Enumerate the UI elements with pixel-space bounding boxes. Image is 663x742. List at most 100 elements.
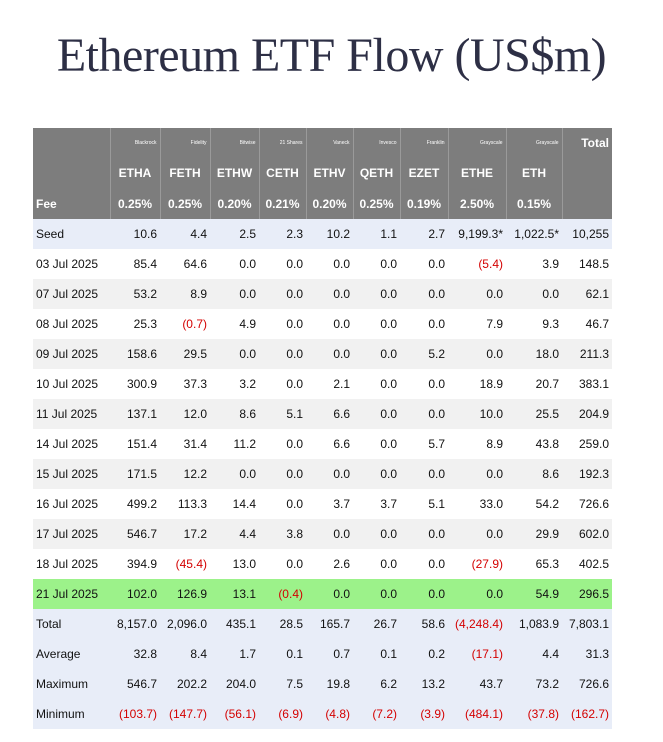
row-label: 15 Jul 2025	[33, 459, 110, 489]
fee-header-row: Fee 0.25% 0.25% 0.20% 0.21% 0.20% 0.25% …	[33, 189, 612, 219]
flow-value-cell: 0.2	[400, 639, 448, 669]
flow-value-cell: 0.0	[259, 459, 306, 489]
flow-value-cell: 0.0	[400, 249, 448, 279]
flow-value-cell: 126.9	[160, 579, 210, 609]
issuer-cell: Franklin	[399, 128, 448, 157]
flow-value-cell: 53.2	[110, 279, 160, 309]
table-row: 21 Jul 2025 102.0 126.9 13.1 (0.4) 0.0 0.0 0.0 0…	[33, 579, 612, 609]
table-row: 18 Jul 2025 394.9 (45.4) 13.0 0.0 2.6 0.0 0.0 (2…	[33, 549, 612, 579]
flow-value-cell: (0.7)	[160, 309, 210, 339]
flow-value-cell: 102.0	[110, 579, 160, 609]
flow-value-cell: 158.6	[110, 339, 160, 369]
flow-value-cell: 0.0	[306, 279, 353, 309]
table-row: Seed 10.6 4.4 2.5 2.3 10.2 1.1 2.7 9,199.3* 1,022…	[33, 219, 612, 249]
flow-value-cell: 26.7	[353, 609, 400, 639]
flow-value-cell: 65.3	[506, 549, 562, 579]
issuer-cell: Bitwise	[209, 128, 259, 157]
fee-cell: 0.19%	[399, 189, 448, 219]
flow-value-cell: 0.0	[210, 249, 259, 279]
fee-cell: 2.50%	[447, 189, 506, 219]
flow-value-cell: (103.7)	[110, 699, 160, 729]
flow-value-cell: 0.0	[353, 459, 400, 489]
flow-value-cell: 18.9	[448, 369, 506, 399]
row-total-cell: 602.0	[562, 519, 612, 549]
flow-value-cell: 17.2	[160, 519, 210, 549]
row-total-cell: 192.3	[562, 459, 612, 489]
flow-value-cell: 0.0	[259, 309, 306, 339]
flow-value-cell: 2.6	[306, 549, 353, 579]
issuer-cell: Invesco	[352, 128, 400, 157]
flow-value-cell: 13.2	[400, 669, 448, 699]
flow-value-cell: 0.0	[400, 459, 448, 489]
flow-value-cell: 6.6	[306, 399, 353, 429]
flow-value-cell: (6.9)	[259, 699, 306, 729]
row-label: 10 Jul 2025	[33, 369, 110, 399]
flow-value-cell: 8.6	[210, 399, 259, 429]
flow-value-cell: 0.0	[306, 309, 353, 339]
flow-value-cell: 0.0	[306, 579, 353, 609]
row-total-cell: 211.3	[562, 339, 612, 369]
flow-value-cell: (27.9)	[448, 549, 506, 579]
table-row: Total 8,157.0 2,096.0 435.1 28.5 165.7 26.7 58.…	[33, 609, 612, 639]
fee-cell: 0.25%	[109, 189, 160, 219]
table-row: Maximum 546.7 202.2 204.0 7.5 19.8 6.2 13.2 43.7…	[33, 669, 612, 699]
flow-value-cell: 0.0	[210, 339, 259, 369]
flow-value-cell: 202.2	[160, 669, 210, 699]
ticker-cell: FETH	[159, 157, 210, 189]
flow-value-cell: 0.0	[306, 339, 353, 369]
flow-value-cell: 2.1	[306, 369, 353, 399]
flow-value-cell: 54.2	[506, 489, 562, 519]
flow-value-cell: 0.0	[448, 519, 506, 549]
page-title: Ethereum ETF Flow (US$m)	[56, 29, 607, 82]
flow-value-cell: 300.9	[110, 369, 160, 399]
ticker-header-row: ETHA FETH ETHW CETH ETHV QETH EZET ETHE …	[33, 157, 612, 189]
flow-value-cell: 4.4	[506, 639, 562, 669]
flow-value-cell: 10.6	[110, 219, 160, 249]
flow-value-cell: 0.0	[353, 429, 400, 459]
flow-value-cell: 13.0	[210, 549, 259, 579]
flow-value-cell: 20.7	[506, 369, 562, 399]
row-label: 07 Jul 2025	[33, 279, 110, 309]
flow-value-cell: 0.0	[259, 249, 306, 279]
flow-value-cell: 18.0	[506, 339, 562, 369]
flow-value-cell: 0.0	[353, 309, 400, 339]
flow-value-cell: 1,022.5*	[506, 219, 562, 249]
row-label: 08 Jul 2025	[33, 309, 110, 339]
flow-value-cell: 10.2	[306, 219, 353, 249]
flow-value-cell: 165.7	[306, 609, 353, 639]
flow-value-cell: 37.3	[160, 369, 210, 399]
flow-value-cell: 5.1	[259, 399, 306, 429]
fee-label: Fee	[33, 189, 110, 219]
flow-value-cell: 0.0	[448, 339, 506, 369]
row-total-cell: 204.9	[562, 399, 612, 429]
flow-value-cell: 0.0	[353, 369, 400, 399]
flow-value-cell: 0.0	[259, 429, 306, 459]
ticker-cell: ETHW	[209, 157, 259, 189]
flow-value-cell: 0.0	[210, 279, 259, 309]
issuer-cell: Blackrock	[109, 128, 160, 157]
row-total-cell: 383.1	[562, 369, 612, 399]
row-label: 11 Jul 2025	[33, 399, 110, 429]
flow-value-cell: 3.9	[506, 249, 562, 279]
flow-value-cell: 3.7	[306, 489, 353, 519]
fee-cell: 0.20%	[209, 189, 259, 219]
table-row: Average 32.8 8.4 1.7 0.1 0.7 0.1 0.2 (17.1) 4.4 31…	[33, 639, 612, 669]
total-header: Total	[561, 128, 612, 157]
flow-value-cell: 3.2	[210, 369, 259, 399]
flow-value-cell: 5.1	[400, 489, 448, 519]
empty-cell	[561, 157, 612, 189]
flow-value-cell: 435.1	[210, 609, 259, 639]
row-total-cell: 402.5	[562, 549, 612, 579]
flow-value-cell: 4.4	[210, 519, 259, 549]
fee-cell: 0.25%	[352, 189, 400, 219]
table-row: 11 Jul 2025 137.1 12.0 8.6 5.1 6.6 0.0 0.0 10.0 2…	[33, 399, 612, 429]
flow-value-cell: 9.3	[506, 309, 562, 339]
flow-value-cell: 29.9	[506, 519, 562, 549]
table-row: 10 Jul 2025 300.9 37.3 3.2 0.0 2.1 0.0 0.0 18.9 2…	[33, 369, 612, 399]
fee-cell: 0.20%	[305, 189, 353, 219]
row-total-cell: 726.6	[562, 489, 612, 519]
table-row: Minimum (103.7) (147.7) (56.1) (6.9) (4.8) (7.…	[33, 699, 612, 729]
row-label: Average	[33, 639, 110, 669]
fee-cell: 0.21%	[258, 189, 306, 219]
flow-value-cell: (4.8)	[306, 699, 353, 729]
